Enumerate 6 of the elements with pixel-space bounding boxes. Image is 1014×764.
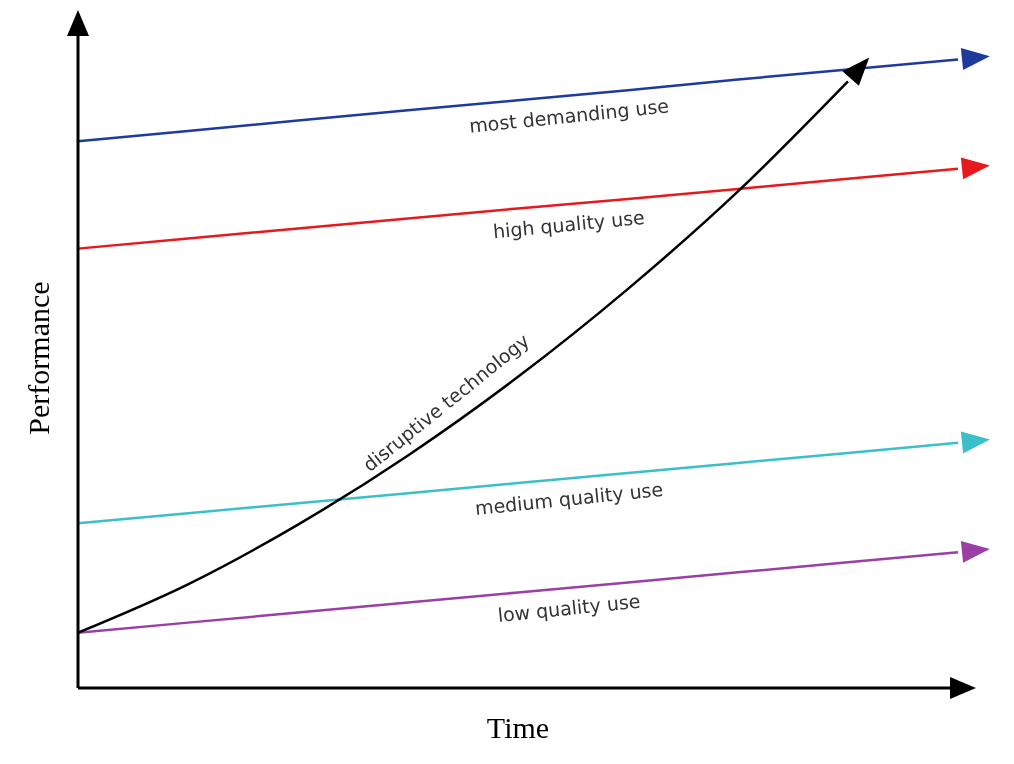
text: high quality use: [492, 205, 646, 243]
x-axis-title: Time: [486, 711, 550, 744]
text: low quality use: [496, 589, 642, 627]
text: most demanding use: [468, 94, 670, 137]
text: medium quality use: [473, 477, 665, 520]
y-axis-title: Performance: [21, 281, 55, 435]
